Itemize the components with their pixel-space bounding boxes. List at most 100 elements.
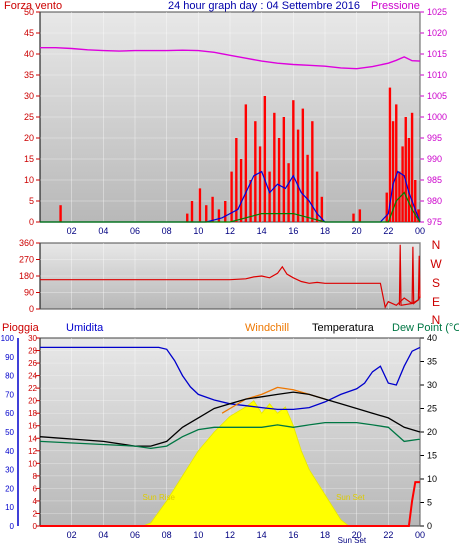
direction-series — [40, 244, 421, 309]
rain-tick-label: 4 — [33, 497, 38, 506]
x-tick-label: 00 — [415, 226, 425, 236]
x-tick-label: 06 — [130, 226, 140, 236]
wind-bar — [388, 87, 392, 222]
direction-y-ticks: 0 90 180 270 360 — [19, 238, 40, 314]
dewpoint-line — [39, 421, 421, 450]
rain-tick-label: 10 — [28, 459, 37, 468]
wind-bar — [239, 159, 243, 222]
x-tick-label: 06 — [130, 530, 140, 540]
panel-wind-pressure: 24 hour graph day : 04 Settembre 2016 Fo… — [4, 0, 447, 236]
x-tick-label: 16 — [288, 226, 298, 236]
humidity-tick-label: 70 — [5, 390, 14, 399]
x-tick-label: 20 — [352, 226, 362, 236]
pressure-tick-label: 980 — [427, 196, 442, 206]
wind-bar — [190, 201, 194, 222]
wind-bar — [292, 100, 295, 222]
compass-label: N — [432, 313, 441, 327]
x-tick-label: 02 — [67, 530, 77, 540]
pressure-tick-label: 1010 — [427, 70, 447, 80]
wind-bar — [59, 205, 62, 222]
wind-tick-label: 45 — [24, 28, 34, 38]
legend-windchill: Windchill — [245, 322, 289, 334]
wind-y-ticks: 0 5 10 15 20 25 30 35 40 45 50 — [24, 7, 40, 227]
wind-bar — [320, 196, 324, 222]
pressure-axis-label: Pressione — [371, 0, 420, 12]
rain-line — [40, 481, 420, 527]
x-tick-label: 04 — [98, 530, 108, 540]
temperature-y-ticks: 0 5 10 15 20 25 30 35 40 — [420, 333, 437, 531]
x-tick-label: 22 — [383, 530, 393, 540]
x-tick-label: 14 — [257, 530, 267, 540]
rain-tick-label: 22 — [28, 384, 37, 393]
wind-bar — [352, 213, 355, 222]
x-tick-label: 08 — [162, 226, 172, 236]
pressure-y-ticks: 975 980 985 990 995 1000 1005 1010 1015 1020 1025 — [420, 7, 447, 227]
rain-tick-label: 14 — [28, 434, 37, 443]
rain-tick-label: 8 — [33, 472, 38, 481]
wind-bar — [391, 121, 395, 222]
wind-bar — [205, 205, 208, 222]
wind-tick-label: 40 — [24, 49, 34, 59]
panel1-x-ticks: 02 04 06 08 10 12 14 16 18 20 22 00 — [67, 12, 425, 236]
rain-tick-label: 24 — [28, 372, 37, 381]
wind-tick-label: 0 — [29, 217, 34, 227]
direction-tick-label: 270 — [19, 255, 34, 265]
humidity-tick-label: 30 — [5, 466, 14, 475]
sun-set-axis-label: Sun Set — [338, 536, 367, 545]
humidity-axis-label: Umidita — [66, 322, 104, 334]
pressure-tick-label: 1015 — [427, 49, 447, 59]
wind-bar — [217, 209, 221, 222]
wind-bar — [296, 129, 300, 222]
temperature-tick-label: 10 — [427, 474, 437, 484]
humidity-tick-label: 40 — [5, 447, 14, 456]
rain-tick-label: 2 — [33, 509, 38, 518]
temperature-tick-label: 40 — [427, 333, 437, 343]
humidity-tick-label: 100 — [1, 334, 15, 343]
temperature-tick-label: 5 — [427, 498, 432, 508]
wind-bar — [186, 213, 189, 222]
wind-bar — [211, 196, 214, 222]
humidity-tick-label: 50 — [5, 428, 14, 437]
humidity-tick-label: 80 — [5, 372, 14, 381]
wind-tick-label: 30 — [24, 91, 34, 101]
x-tick-label: 10 — [193, 530, 203, 540]
wind-bar — [263, 96, 267, 222]
wind-bar — [254, 121, 257, 222]
wind-bar — [395, 104, 398, 222]
wind-bar — [385, 192, 388, 222]
wind-bar — [401, 146, 404, 222]
wind-bar — [306, 154, 309, 222]
pressure-tick-label: 990 — [427, 154, 442, 164]
x-tick-label: 22 — [383, 226, 393, 236]
wind-tick-label: 35 — [24, 70, 34, 80]
x-tick-label: 12 — [225, 226, 235, 236]
temperature-tick-label: 15 — [427, 451, 437, 461]
rain-tick-label: 26 — [28, 359, 37, 368]
wind_avg-line — [40, 191, 421, 223]
wind-tick-label: 20 — [24, 133, 34, 143]
wind-bar — [230, 171, 233, 222]
wind-bar — [417, 209, 420, 222]
x-tick-label: 12 — [225, 530, 235, 540]
panel3-x-ticks: 02 04 06 08 10 12 14 16 18 20 22 00 — [67, 338, 425, 540]
wind-bar — [277, 138, 281, 222]
wind-bar — [224, 201, 227, 222]
pressure-line — [40, 47, 421, 70]
pressure-tick-label: 975 — [427, 217, 442, 227]
humidity-line — [40, 346, 421, 411]
compass-label: E — [432, 295, 440, 309]
temperature-tick-label: 30 — [427, 380, 437, 390]
rain-tick-label: 18 — [28, 409, 37, 418]
wind-bar — [273, 112, 276, 222]
wind-bar — [311, 121, 314, 222]
x-tick-label: 16 — [288, 530, 298, 540]
wind-bar — [282, 117, 286, 222]
x-tick-label: 18 — [320, 530, 330, 540]
temperature-tick-label: 0 — [427, 521, 432, 531]
x-tick-label: 18 — [320, 226, 330, 236]
direction-tick-label: 90 — [24, 288, 34, 298]
gust-line — [40, 170, 421, 223]
temperature-tick-label: 25 — [427, 404, 437, 414]
rain-tick-label: 0 — [33, 522, 38, 531]
